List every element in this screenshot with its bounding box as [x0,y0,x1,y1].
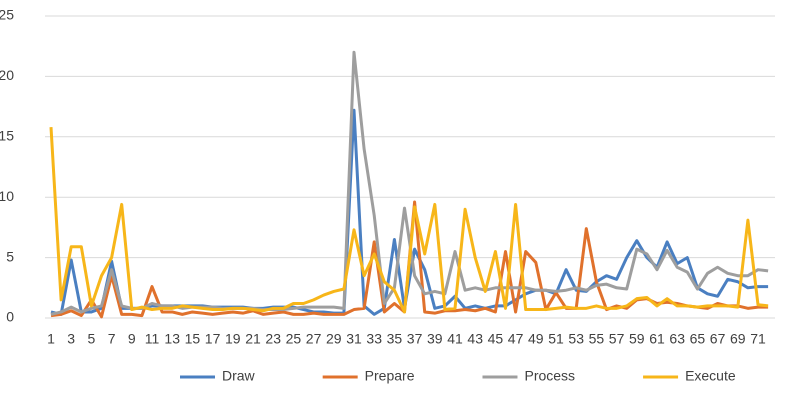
x-tick-label: 33 [366,331,382,347]
y-tick-label: 15 [0,128,14,144]
x-tick-label: 71 [750,331,766,347]
legend-label: Draw [222,368,256,384]
y-tick-label: 20 [0,67,14,83]
x-tick-label: 61 [649,331,665,347]
x-tick-label: 45 [488,331,504,347]
x-tick-label: 37 [407,331,423,347]
legend-label: Execute [685,368,736,384]
x-tick-label: 35 [387,331,403,347]
x-tick-label: 59 [629,331,645,347]
x-tick-label: 47 [508,331,524,347]
legend-label: Prepare [365,368,415,384]
x-tick-label: 65 [690,331,706,347]
x-tick-label: 69 [730,331,746,347]
x-tick-label: 51 [548,331,564,347]
y-tick-label: 25 [0,7,14,23]
x-tick-label: 27 [306,331,322,347]
y-tick-label: 10 [0,188,14,204]
x-tick-label: 41 [447,331,463,347]
x-tick-label: 13 [164,331,180,347]
x-tick-label: 43 [467,331,483,347]
x-tick-label: 15 [185,331,201,347]
x-tick-label: 67 [710,331,726,347]
x-tick-label: 23 [265,331,281,347]
x-tick-label: 21 [245,331,261,347]
y-tick-label: 5 [6,248,14,264]
series-line [50,50,769,316]
x-tick-label: 19 [225,331,241,347]
series-line [50,108,769,316]
x-tick-label: 25 [286,331,302,347]
x-tick-label: 1 [47,331,55,347]
x-tick-label: 29 [326,331,342,347]
legend-label: Process [524,368,575,384]
x-tick-label: 3 [67,331,75,347]
x-tick-label: 11 [145,331,160,347]
x-tick-label: 63 [669,331,685,347]
x-tick-label: 49 [528,331,544,347]
x-tick-label: 17 [205,331,221,347]
y-tick-label: 0 [6,309,14,325]
x-tick-label: 5 [88,331,96,347]
x-tick-label: 57 [609,331,625,347]
x-tick-label: 53 [568,331,584,347]
x-tick-label: 9 [128,331,136,347]
series-line [49,127,769,314]
x-tick-label: 31 [346,331,362,347]
x-tick-label: 7 [108,331,116,347]
x-tick-label: 39 [427,331,443,347]
x-tick-label: 55 [589,331,605,347]
